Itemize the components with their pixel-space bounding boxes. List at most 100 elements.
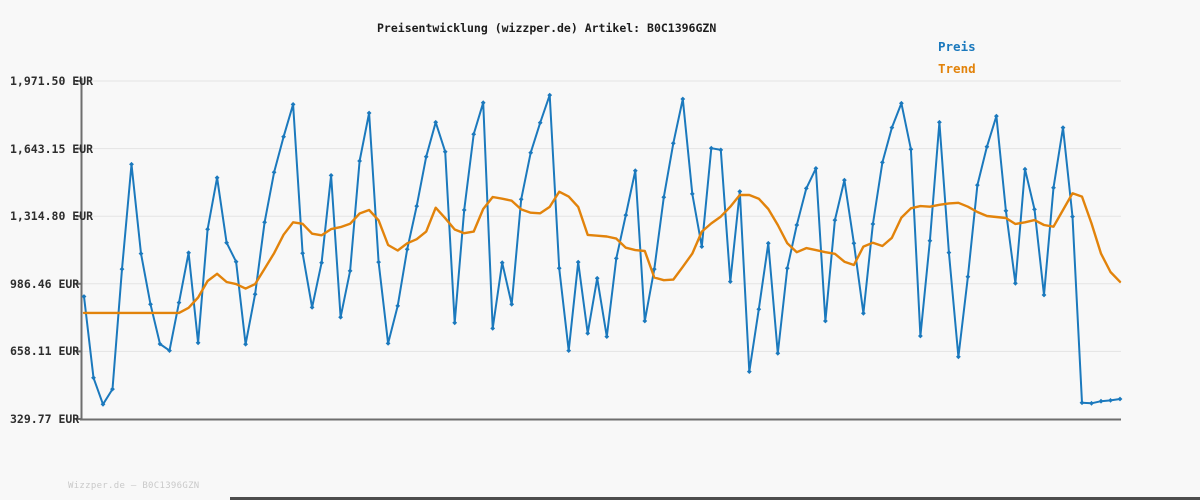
data-point-marker <box>319 260 324 266</box>
data-point-marker <box>756 306 762 312</box>
data-point-marker <box>281 134 286 140</box>
data-point-marker <box>842 177 847 183</box>
data-point-marker <box>186 250 191 256</box>
data-point-marker <box>918 333 923 339</box>
data-point-marker <box>737 189 743 194</box>
data-point-marker <box>594 275 600 281</box>
data-point-marker <box>252 291 258 297</box>
data-point-marker <box>899 100 904 106</box>
data-point-marker <box>205 226 210 232</box>
data-point-marker <box>290 102 296 107</box>
data-point-marker <box>832 217 838 223</box>
data-point-marker <box>870 221 876 227</box>
y-axis-tick-label: 1,971.50 EUR <box>10 74 94 88</box>
data-point-marker <box>661 194 667 200</box>
data-point-marker <box>366 110 372 116</box>
data-point-marker <box>1079 400 1085 406</box>
data-point-marker <box>642 318 648 324</box>
data-point-marker <box>927 238 933 244</box>
data-point-marker <box>528 150 534 156</box>
data-point-marker <box>91 375 96 381</box>
data-point-marker <box>1089 400 1094 406</box>
data-point-marker <box>1117 396 1123 402</box>
y-axis-tick-label: 1,643.15 EUR <box>10 141 94 156</box>
data-point-marker <box>395 303 401 309</box>
data-point-marker <box>765 240 771 246</box>
data-point-marker <box>975 182 980 188</box>
bottom-scrollbar <box>230 497 1200 500</box>
data-point-marker <box>100 401 106 407</box>
data-point-marker <box>176 300 182 305</box>
data-point-marker <box>452 320 458 326</box>
data-point-marker <box>1022 166 1028 172</box>
watermark: Wizzper.de – B0C1396GZN <box>68 481 200 491</box>
chart-title: Preisentwicklung (wizzper.de) Artikel: B… <box>377 21 717 35</box>
data-point-marker <box>461 207 467 213</box>
data-point-marker <box>129 161 134 167</box>
data-point-marker <box>880 160 885 165</box>
series-preis <box>81 92 1123 407</box>
data-point-marker <box>224 240 229 246</box>
data-point-marker <box>1003 208 1009 214</box>
data-point-marker <box>965 274 971 280</box>
data-point-marker <box>1051 185 1056 191</box>
data-point-marker <box>1070 214 1075 219</box>
data-point-marker <box>195 340 201 346</box>
legend-trend-label: Trend <box>938 61 976 76</box>
data-point-marker <box>632 168 638 174</box>
data-point-marker <box>309 305 315 310</box>
data-point-marker <box>328 173 334 178</box>
y-axis-tick-label: 986.46 EUR <box>10 276 80 291</box>
axes <box>80 78 1121 421</box>
data-point-marker <box>433 119 439 125</box>
data-point-marker <box>167 348 172 353</box>
data-point-marker <box>347 268 353 274</box>
data-point-marker <box>376 259 381 265</box>
data-point-marker <box>813 166 819 171</box>
data-point-marker <box>784 265 790 271</box>
data-point-marker <box>566 348 572 353</box>
data-point-marker <box>718 147 724 153</box>
data-point-marker <box>471 131 477 137</box>
data-point-marker <box>623 212 629 218</box>
data-point-marker <box>157 341 163 347</box>
data-point-marker <box>794 222 800 228</box>
data-point-marker <box>699 244 705 249</box>
data-point-marker <box>385 341 391 346</box>
data-point-marker <box>775 350 781 356</box>
data-point-marker <box>480 100 486 106</box>
legend-preis-label: Preis <box>938 39 976 54</box>
data-point-marker <box>604 334 610 339</box>
data-point-marker <box>746 369 752 374</box>
data-point-marker <box>575 259 581 265</box>
y-axis-tick-label: 1,314.80 EUR <box>10 209 94 224</box>
data-point-marker <box>908 146 914 152</box>
data-point-marker <box>994 113 999 119</box>
data-point-marker <box>689 191 695 197</box>
data-point-marker <box>889 125 895 130</box>
series-trend <box>82 190 1122 315</box>
data-point-marker <box>937 119 942 125</box>
data-point-marker <box>651 266 657 272</box>
data-point-marker <box>946 250 952 255</box>
data-point-marker <box>1108 398 1113 403</box>
data-point-marker <box>803 186 809 191</box>
data-point-marker <box>547 92 553 98</box>
data-point-marker <box>861 310 866 316</box>
data-point-marker <box>585 330 591 336</box>
data-point-marker <box>984 144 990 150</box>
data-point-marker <box>357 158 362 164</box>
data-point-marker <box>233 259 239 265</box>
data-point-marker <box>1060 125 1066 130</box>
data-point-marker <box>499 260 505 266</box>
data-point-marker <box>680 96 686 102</box>
data-point-marker <box>1032 207 1037 212</box>
grid-lines <box>82 80 1121 420</box>
data-point-marker <box>271 169 277 175</box>
data-point-marker <box>708 145 714 151</box>
data-point-marker <box>138 251 144 256</box>
data-point-marker <box>110 386 115 392</box>
data-point-marker <box>262 219 267 225</box>
